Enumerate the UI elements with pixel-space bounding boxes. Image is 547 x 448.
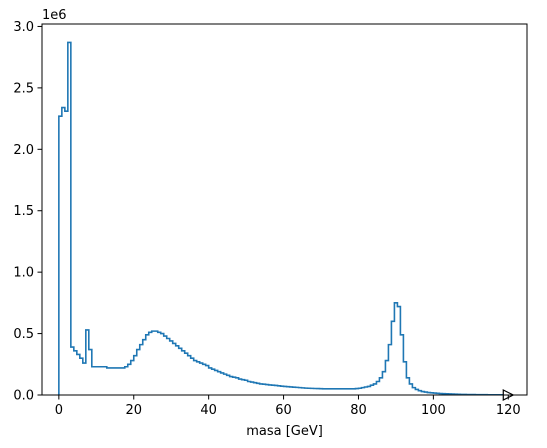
x-tick-label: 60 [275, 403, 292, 418]
axes-frame [41, 23, 528, 396]
y-tick-label: 3.0 [13, 20, 34, 35]
x-axis-label: masa [GeV] [246, 424, 323, 439]
series-group [58, 41, 510, 396]
x-tick-label: 80 [350, 403, 367, 418]
y-axis: 0.0 0.5 1.0 1.5 2.0 2.5 3.0 [13, 20, 42, 404]
y-tick-label: 1.0 [13, 266, 34, 281]
y-tick-label: 2.0 [13, 143, 34, 158]
y-tick-label: 1.5 [13, 204, 34, 219]
y-tick-label: 0.5 [13, 327, 34, 342]
x-tick-label: 0 [55, 403, 63, 418]
y-tick-label: 0.0 [13, 389, 34, 404]
x-tick-label: 120 [496, 403, 521, 418]
x-tick-label: 40 [200, 403, 217, 418]
y-offset-text: 1e6 [42, 8, 67, 23]
x-tick-label: 100 [421, 403, 446, 418]
histogram-series-0 [58, 41, 510, 396]
x-axis: 0 20 40 60 80 100 120 [55, 395, 521, 418]
y-tick-label: 2.5 [13, 81, 34, 96]
x-tick-label: 20 [125, 403, 142, 418]
